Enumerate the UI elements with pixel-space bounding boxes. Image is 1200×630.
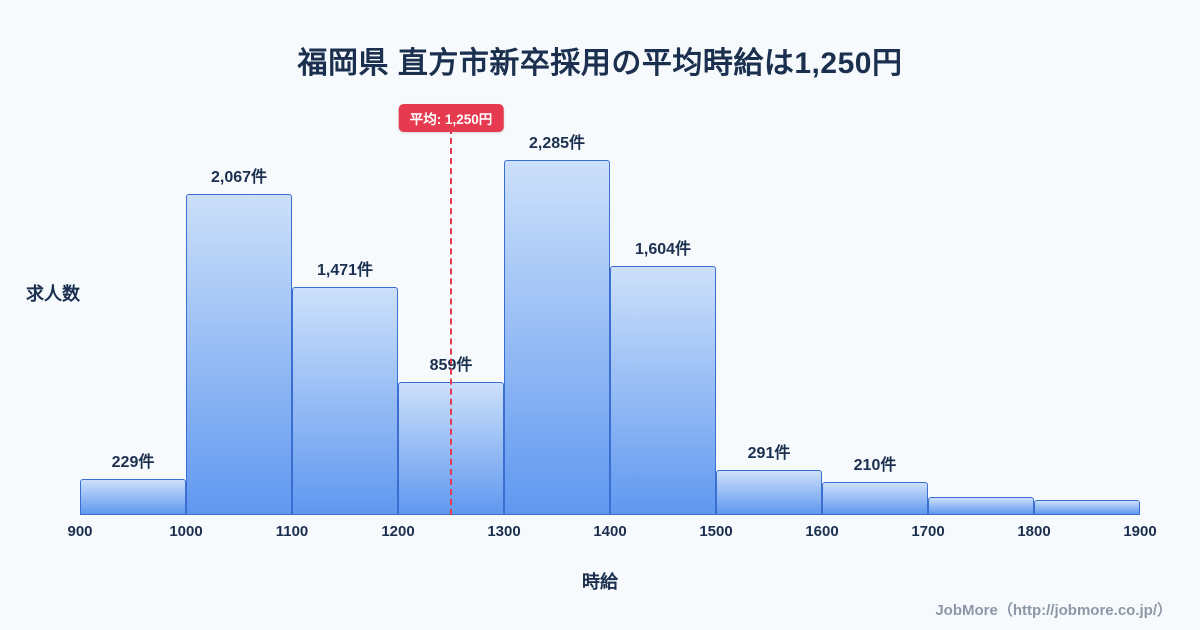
- x-tick-label: 1700: [911, 523, 945, 540]
- x-tick-label: 1100: [275, 523, 309, 540]
- x-tick-label: 1000: [169, 523, 203, 540]
- x-tick-label: 900: [67, 523, 93, 540]
- mean-badge: 平均: 1,250円: [398, 104, 504, 132]
- histogram-bar: [80, 479, 186, 515]
- bar-value-label: 1,471件: [316, 261, 374, 279]
- histogram-bar: [610, 266, 716, 515]
- histogram-bar: [504, 160, 610, 515]
- bar-value-label: 2,067件: [210, 169, 268, 187]
- bar-value-label: 2,285件: [528, 135, 586, 153]
- histogram-bar: [928, 497, 1034, 515]
- histogram-bar: [716, 469, 822, 515]
- x-tick-label: 1400: [593, 523, 627, 540]
- y-axis-label: 求人数: [26, 284, 80, 304]
- x-tick-label: 1500: [699, 523, 733, 540]
- x-tick-label: 1600: [805, 523, 839, 540]
- x-tick-label: 1800: [1017, 523, 1051, 540]
- histogram-bar: [186, 194, 292, 515]
- bar-value-label: 1,604件: [634, 241, 692, 258]
- mean-line: [450, 128, 452, 515]
- bar-value-label: 291件: [747, 444, 791, 462]
- x-tick-label: 1200: [381, 523, 415, 540]
- footer-credit: JobMore（http://jobmore.co.jp/）: [935, 602, 1172, 619]
- histogram-bar: [292, 286, 398, 515]
- plot-area: 229件 2,067件 1,471件 859件 2,285件 1,604件 291件 210件: [80, 128, 1140, 515]
- histogram-bar: [822, 482, 928, 515]
- bar-value-label: 210件: [853, 457, 897, 475]
- x-axis: 900 1000 1100 1200 1300 1400 1500 1600 1700 1800 1…: [67, 523, 1156, 543]
- x-tick-label: 1900: [1123, 523, 1157, 540]
- histogram-bar: [1034, 500, 1140, 515]
- x-axis-label: 時給: [582, 572, 618, 592]
- bar-value-label: 229件: [111, 454, 155, 472]
- page-title: 福岡県 直方市新卒採用の平均時給は1,250円: [297, 47, 903, 80]
- x-tick-label: 1300: [487, 523, 521, 540]
